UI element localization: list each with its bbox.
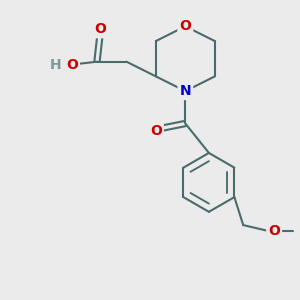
Text: N: N bbox=[179, 84, 191, 98]
Text: O: O bbox=[94, 22, 106, 36]
Text: O: O bbox=[66, 58, 78, 72]
Text: H: H bbox=[50, 58, 61, 72]
Text: O: O bbox=[268, 224, 280, 238]
Text: O: O bbox=[150, 124, 162, 138]
Text: O: O bbox=[179, 19, 191, 33]
